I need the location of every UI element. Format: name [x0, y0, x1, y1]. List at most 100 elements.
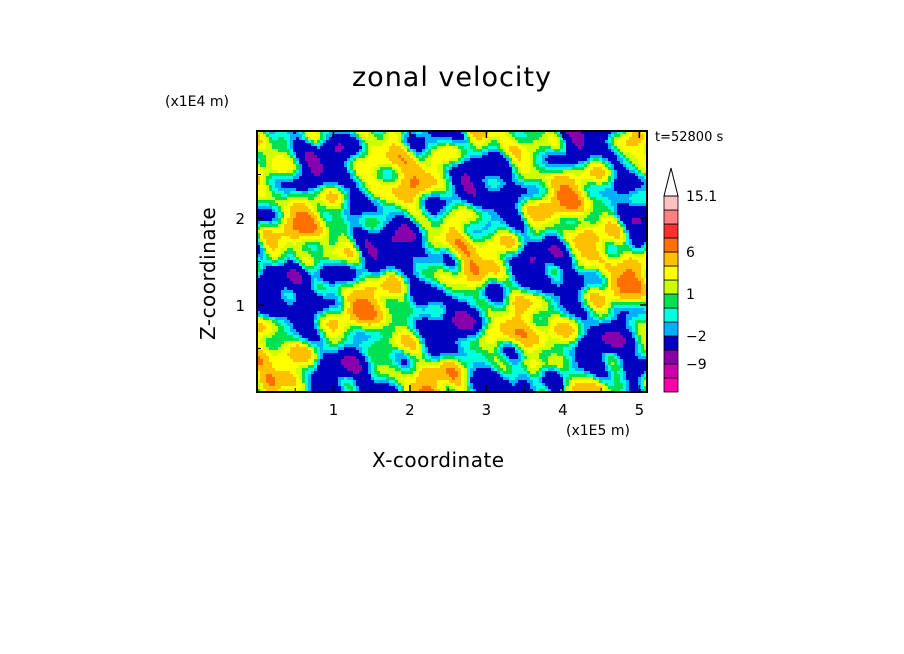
field-cell — [404, 194, 407, 197]
field-cell — [644, 215, 647, 218]
field-cell — [548, 164, 551, 167]
field-cell — [584, 209, 587, 212]
field-cell — [488, 149, 491, 152]
field-cell — [578, 137, 581, 140]
field-cell — [287, 233, 290, 236]
field-cell — [542, 230, 545, 233]
field-cell — [374, 182, 377, 185]
field-cell — [290, 227, 293, 230]
field-cell — [422, 209, 425, 212]
field-cell — [467, 152, 470, 155]
field-cell — [272, 134, 275, 137]
field-cell — [515, 134, 518, 137]
field-cell — [443, 224, 446, 227]
field-cell — [461, 194, 464, 197]
field-cell — [305, 152, 308, 155]
field-cell — [458, 167, 461, 170]
field-cell — [449, 230, 452, 233]
field-cell — [632, 218, 635, 221]
field-cell — [329, 221, 332, 224]
field-cell — [410, 179, 413, 182]
field-cell — [392, 236, 395, 239]
field-cell — [290, 176, 293, 179]
field-cell — [506, 164, 509, 167]
field-cell — [554, 188, 557, 191]
field-cell — [386, 152, 389, 155]
field-cell — [413, 134, 416, 137]
field-cell — [494, 221, 497, 224]
field-cell — [257, 176, 260, 179]
field-cell — [356, 143, 359, 146]
field-cell — [275, 173, 278, 176]
field-cell — [569, 191, 572, 194]
field-cell — [323, 239, 326, 242]
field-cell — [386, 224, 389, 227]
field-cell — [566, 233, 569, 236]
field-cell — [260, 131, 263, 134]
field-cell — [638, 176, 641, 179]
field-cell — [533, 206, 536, 209]
field-cell — [524, 149, 527, 152]
field-cell — [449, 227, 452, 230]
field-cell — [320, 131, 323, 134]
field-cell — [593, 239, 596, 242]
field-cell — [554, 191, 557, 194]
field-cell — [401, 131, 404, 134]
field-cell — [542, 197, 545, 200]
field-cell — [329, 146, 332, 149]
field-cell — [311, 146, 314, 149]
field-cell — [440, 155, 443, 158]
field-cell — [302, 173, 305, 176]
field-cell — [281, 224, 284, 227]
field-cell — [281, 155, 284, 158]
field-cell — [488, 185, 491, 188]
field-cell — [638, 191, 641, 194]
field-cell — [371, 200, 374, 203]
field-cell — [569, 167, 572, 170]
field-cell — [602, 215, 605, 218]
field-cell — [515, 233, 518, 236]
field-cell — [617, 215, 620, 218]
field-cell — [329, 233, 332, 236]
field-cell — [329, 170, 332, 173]
field-cell — [374, 203, 377, 206]
field-cell — [635, 143, 638, 146]
field-cell — [266, 218, 269, 221]
field-cell — [479, 203, 482, 206]
field-cell — [398, 218, 401, 221]
field-cell — [536, 215, 539, 218]
field-cell — [368, 194, 371, 197]
field-cell — [401, 191, 404, 194]
field-cell — [530, 146, 533, 149]
field-cell — [401, 194, 404, 197]
field-cell — [623, 137, 626, 140]
field-cell — [605, 149, 608, 152]
field-cell — [401, 170, 404, 173]
field-cell — [446, 188, 449, 191]
field-cell — [638, 239, 641, 242]
field-cell — [392, 143, 395, 146]
field-cell — [494, 227, 497, 230]
field-cell — [452, 188, 455, 191]
field-cell — [413, 206, 416, 209]
field-cell — [287, 134, 290, 137]
field-cell — [572, 185, 575, 188]
field-cell — [644, 227, 647, 230]
field-cell — [356, 182, 359, 185]
field-cell — [464, 224, 467, 227]
field-cell — [551, 185, 554, 188]
field-cell — [491, 170, 494, 173]
field-cell — [263, 218, 266, 221]
field-cell — [548, 212, 551, 215]
field-cell — [443, 218, 446, 221]
field-cell — [551, 152, 554, 155]
field-cell — [266, 185, 269, 188]
field-cell — [305, 203, 308, 206]
field-cell — [476, 212, 479, 215]
field-cell — [494, 146, 497, 149]
field-cell — [356, 209, 359, 212]
field-cell — [296, 179, 299, 182]
field-cell — [404, 152, 407, 155]
field-cell — [584, 239, 587, 242]
field-cell — [368, 167, 371, 170]
